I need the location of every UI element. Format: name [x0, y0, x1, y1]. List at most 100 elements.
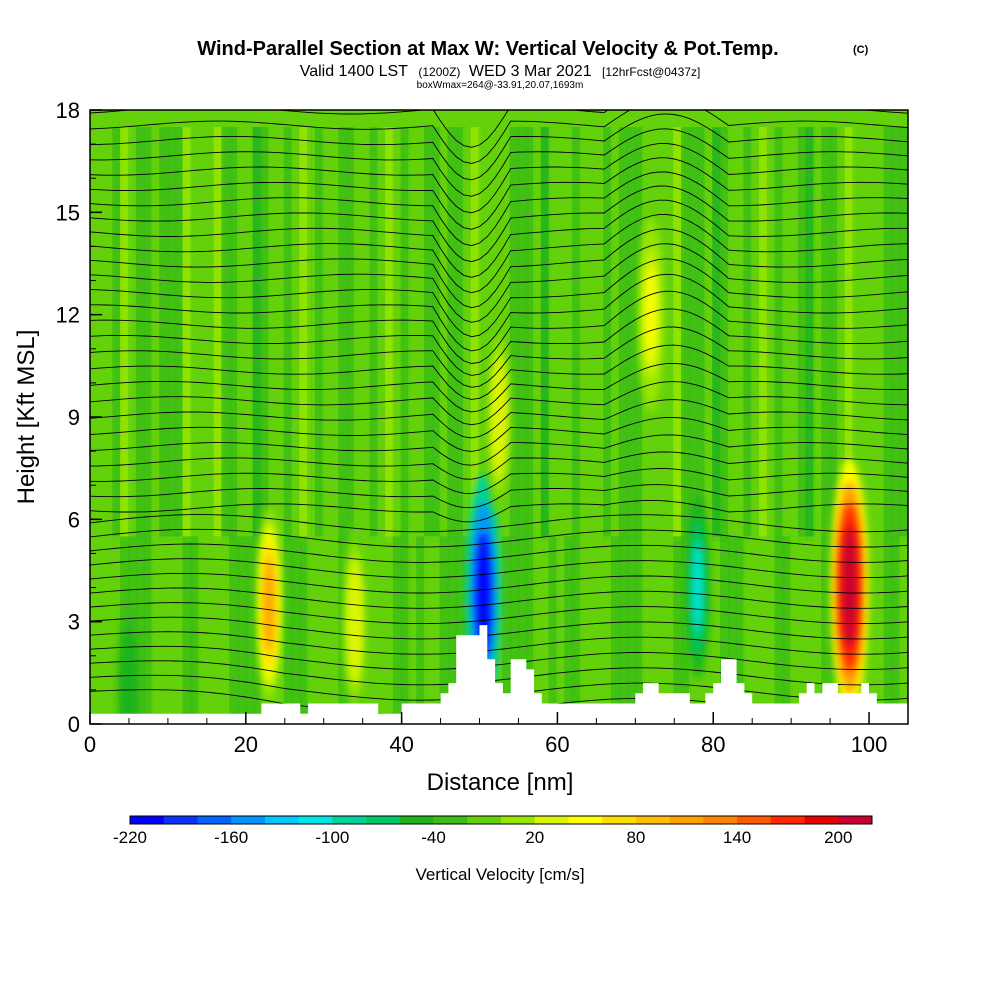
field-band	[564, 127, 575, 542]
field-band-low	[782, 536, 793, 724]
colorbar-swatch	[770, 816, 806, 824]
isentrope-line	[90, 362, 908, 413]
field-band	[517, 127, 528, 542]
field-band	[766, 127, 778, 542]
isentrope-line	[90, 468, 908, 494]
field-band	[790, 127, 801, 542]
field-band-low	[883, 536, 894, 724]
isentrope-line	[90, 451, 908, 480]
field-band	[696, 127, 707, 542]
velocity-core-ring	[350, 574, 360, 670]
field-band	[299, 127, 310, 542]
colorbar-swatch	[231, 816, 266, 824]
field-band	[509, 127, 520, 542]
colorbar-tick-label: -40	[421, 828, 446, 847]
field-band-low	[587, 536, 598, 724]
field-band	[447, 127, 458, 542]
field-band	[533, 127, 544, 542]
isentrope-line	[90, 602, 908, 625]
chart-title-mark: (C)	[853, 44, 869, 56]
field-band-low	[673, 536, 684, 724]
field-band	[829, 127, 840, 542]
colorbar-swatch	[467, 816, 502, 824]
field-band	[470, 127, 482, 542]
colorbar-swatch	[737, 816, 772, 824]
field-band-low	[712, 536, 723, 724]
isentrope-line	[90, 113, 908, 181]
velocity-core	[830, 459, 869, 716]
field-band-low	[400, 536, 411, 724]
field-band	[275, 127, 287, 542]
field-band-low	[151, 536, 162, 724]
box-info: boxWmax=264@-33.91,20.07,1693m	[417, 80, 584, 91]
field-band-low	[610, 536, 622, 724]
velocity-core-ring	[494, 369, 504, 465]
field-band	[283, 127, 295, 542]
field-band-low	[237, 536, 248, 724]
field-band	[127, 127, 139, 542]
field-band	[392, 127, 404, 542]
field-band-low	[166, 536, 178, 724]
field-band	[221, 127, 232, 542]
field-band	[462, 127, 474, 542]
terrain	[90, 625, 908, 724]
x-tick-label: 80	[701, 732, 725, 757]
field-band-low	[548, 536, 559, 724]
field-band-low	[642, 536, 653, 724]
field-band	[455, 127, 466, 542]
x-axis: 0 20 40 60 80 100	[84, 712, 909, 757]
field-band-low	[408, 536, 419, 724]
isentrope-line	[90, 110, 908, 164]
field-band-low	[774, 536, 785, 724]
y-tick-label: 12	[56, 303, 80, 328]
field-band	[712, 127, 723, 542]
field-band-low	[533, 536, 544, 724]
colorbar-swatch	[399, 816, 435, 824]
subtitle-valid: Valid 1400 LST	[300, 63, 408, 80]
field-band-low	[868, 536, 879, 724]
isentrope-line	[90, 528, 908, 548]
isentrope-line	[90, 157, 908, 230]
field-band	[369, 127, 380, 542]
field-band	[182, 127, 193, 542]
field-band-low	[205, 536, 217, 724]
field-band	[572, 127, 583, 542]
isentrope-line	[90, 258, 908, 338]
field-band-low	[517, 536, 528, 724]
isentrope-line	[90, 185, 908, 263]
velocity-core-ring	[692, 540, 703, 636]
field-band	[813, 127, 824, 542]
field-band	[743, 127, 754, 542]
colorbar-swatch	[602, 816, 637, 824]
x-tick-label: 100	[851, 732, 888, 757]
velocity-core	[117, 597, 141, 724]
field-band	[556, 127, 567, 542]
field-band-low	[159, 536, 170, 724]
field-band	[229, 127, 240, 542]
field-band	[797, 127, 809, 542]
field-band-low	[595, 536, 606, 724]
colorbar-tick-label: -100	[315, 828, 349, 847]
field-band-low	[501, 536, 513, 724]
field-band	[782, 127, 793, 542]
field-band	[400, 127, 411, 542]
field-band	[525, 127, 536, 542]
x-tick-label: 0	[84, 732, 96, 757]
field-band	[307, 127, 318, 542]
field-band-low	[509, 536, 520, 724]
colorbar-swatch	[501, 816, 536, 824]
field-band-low	[665, 536, 676, 724]
isentrope-line	[90, 417, 908, 452]
field-band-low	[821, 536, 832, 724]
field-band-low	[875, 536, 887, 724]
colorbar-swatch	[197, 816, 232, 824]
y-tick-label: 18	[56, 98, 80, 123]
field-band-low	[377, 536, 388, 724]
field-band-low	[182, 536, 193, 724]
field-band	[159, 127, 170, 542]
field-band	[836, 127, 848, 542]
isentrope-line	[90, 381, 908, 426]
field-band-low	[423, 536, 435, 724]
field-band-low	[899, 536, 908, 724]
field-band-low	[447, 536, 458, 724]
